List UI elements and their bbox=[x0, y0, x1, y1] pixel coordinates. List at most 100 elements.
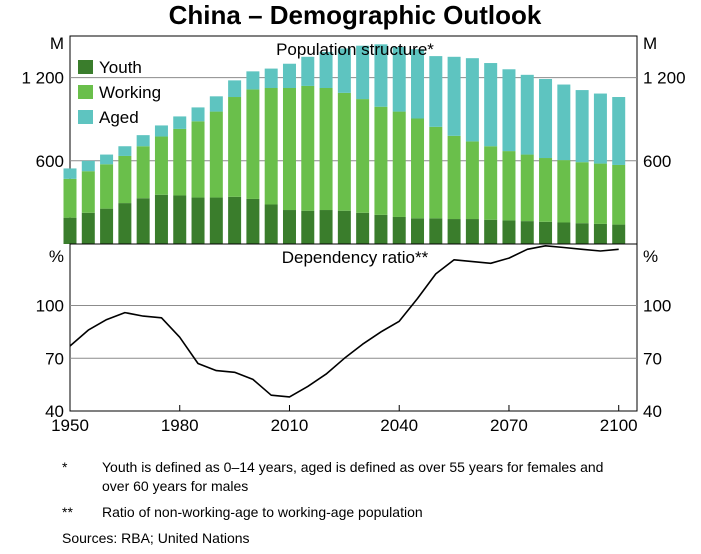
bar-working bbox=[81, 171, 95, 213]
bar-youth bbox=[228, 196, 242, 244]
bar-working bbox=[557, 160, 571, 223]
bar-aged bbox=[337, 48, 351, 93]
top-unit-label-right: M bbox=[643, 34, 657, 53]
xtick-label: 2100 bbox=[600, 416, 638, 435]
top-unit-label-left: M bbox=[50, 34, 64, 53]
bar-youth bbox=[429, 218, 443, 244]
bottom-ytick-label-right: 100 bbox=[643, 297, 671, 316]
chart-area: China – Demographic Outlook 600 600 1 200 1… bbox=[21, 0, 686, 435]
footnote-2-mark: ** bbox=[62, 504, 73, 520]
bar-working bbox=[502, 151, 516, 221]
bar-working bbox=[173, 128, 187, 196]
bar-youth bbox=[337, 210, 351, 244]
bar-aged bbox=[191, 107, 205, 122]
bar-youth bbox=[319, 210, 333, 244]
bottom-ytick-label-left: 40 bbox=[45, 402, 64, 421]
bar-aged bbox=[593, 93, 607, 164]
bar-aged bbox=[118, 146, 132, 156]
bar-working bbox=[575, 162, 589, 224]
bar-youth bbox=[612, 224, 626, 244]
top-ytick-label-right: 600 bbox=[643, 152, 671, 171]
bar-aged bbox=[356, 45, 370, 100]
xtick-label: 2010 bbox=[271, 416, 309, 435]
bar-working bbox=[63, 178, 77, 218]
bar-working bbox=[136, 146, 150, 199]
bar-working bbox=[484, 146, 498, 220]
top-panel-title: Population structure* bbox=[276, 40, 434, 59]
bar-youth bbox=[301, 210, 315, 244]
bar-aged bbox=[246, 71, 260, 90]
top-ytick-label-left: 1 200 bbox=[21, 69, 64, 88]
bar-aged bbox=[228, 80, 242, 98]
bar-youth bbox=[136, 198, 150, 244]
bar-working bbox=[356, 99, 370, 213]
bar-aged bbox=[539, 78, 553, 159]
bar-youth bbox=[575, 223, 589, 244]
legend-label-aged: Aged bbox=[99, 108, 139, 127]
bar-youth bbox=[557, 222, 571, 244]
population-structure-panel: 600 600 1 200 1 200 M M Population structure* Y… bbox=[21, 34, 686, 245]
bar-youth bbox=[100, 208, 114, 244]
bar-aged bbox=[319, 51, 333, 88]
bar-youth bbox=[246, 198, 260, 244]
bottom-panel-frame bbox=[69, 243, 638, 412]
bar-youth bbox=[264, 204, 278, 244]
bar-youth bbox=[154, 194, 168, 244]
dependency-ratio-line bbox=[69, 245, 619, 398]
legend-label-working: Working bbox=[99, 83, 161, 102]
bottom-ytick-label-right: 70 bbox=[643, 349, 662, 368]
bar-working bbox=[264, 88, 278, 205]
bar-working bbox=[301, 85, 315, 211]
footnote-2: ** Ratio of non-working-age to working-a… bbox=[62, 503, 682, 522]
bottom-unit-label-left: % bbox=[49, 247, 64, 266]
chart-title: China – Demographic Outlook bbox=[169, 0, 542, 30]
bar-aged bbox=[557, 84, 571, 161]
footnote-1-text: Youth is defined as 0–14 years, aged is … bbox=[102, 459, 604, 494]
bar-working bbox=[209, 111, 223, 198]
bar-aged bbox=[100, 154, 114, 165]
bar-working bbox=[282, 88, 296, 211]
bar-working bbox=[429, 126, 443, 219]
bar-aged bbox=[81, 160, 95, 172]
bar-working bbox=[228, 97, 242, 197]
bar-youth bbox=[593, 223, 607, 244]
xtick-label: 1980 bbox=[161, 416, 199, 435]
bar-working bbox=[246, 89, 260, 199]
bar-aged bbox=[520, 74, 534, 155]
bottom-ytick-label-right: 40 bbox=[643, 402, 662, 421]
top-ytick-label-right: 1 200 bbox=[643, 69, 686, 88]
bar-aged bbox=[136, 135, 150, 147]
bar-aged bbox=[447, 56, 461, 136]
legend-swatch-aged bbox=[78, 110, 93, 124]
legend-label-youth: Youth bbox=[99, 58, 142, 77]
bar-aged bbox=[429, 56, 443, 127]
bar-working bbox=[100, 164, 114, 209]
bar-youth bbox=[118, 203, 132, 244]
bar-working bbox=[154, 136, 168, 195]
bar-aged bbox=[374, 44, 388, 107]
bar-working bbox=[612, 164, 626, 225]
footnotes: * Youth is defined as 0–14 years, aged i… bbox=[62, 458, 682, 548]
bar-aged bbox=[282, 63, 296, 88]
sources: Sources: RBA; United Nations bbox=[62, 530, 250, 546]
legend-swatch-working bbox=[78, 85, 93, 99]
bar-working bbox=[337, 92, 351, 211]
bar-aged bbox=[209, 96, 223, 112]
bar-working bbox=[411, 118, 425, 219]
bar-youth bbox=[173, 195, 187, 244]
bar-working bbox=[465, 141, 479, 220]
bar-youth bbox=[374, 214, 388, 244]
bar-youth bbox=[191, 197, 205, 244]
bar-aged bbox=[465, 58, 479, 142]
bar-working bbox=[319, 88, 333, 211]
footnote-2-text: Ratio of non-working-age to working-age … bbox=[102, 504, 423, 520]
xtick-label: 2070 bbox=[490, 416, 528, 435]
bottom-unit-label-right: % bbox=[643, 247, 658, 266]
bar-aged bbox=[264, 68, 278, 88]
bar-working bbox=[118, 155, 132, 204]
xtick-label: 2040 bbox=[380, 416, 418, 435]
bar-working bbox=[520, 154, 534, 222]
bar-working bbox=[593, 163, 607, 224]
bar-youth bbox=[411, 218, 425, 244]
bar-aged bbox=[173, 116, 187, 129]
